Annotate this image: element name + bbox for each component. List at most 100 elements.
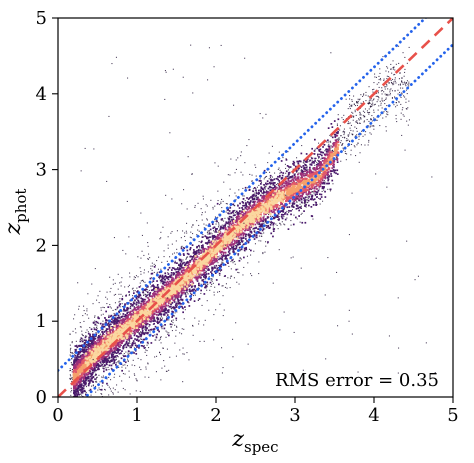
density-point: [153, 319, 155, 321]
density-point: [171, 330, 173, 332]
density-point: [118, 304, 121, 307]
density-point: [329, 140, 331, 142]
density-point: [118, 340, 121, 343]
density-point: [323, 153, 326, 156]
density-point: [401, 109, 403, 111]
density-point: [111, 318, 113, 320]
density-point: [205, 287, 207, 289]
density-point: [191, 258, 193, 261]
density-point: [331, 146, 334, 148]
density-point: [242, 233, 245, 235]
density-point: [347, 134, 349, 136]
density-point: [218, 222, 220, 224]
density-point: [221, 285, 223, 287]
density-point: [243, 249, 246, 252]
density-point: [134, 342, 136, 345]
density-point: [332, 149, 334, 151]
density-point: [116, 306, 119, 309]
density-point: [305, 173, 308, 175]
density-point: [328, 143, 330, 145]
density-point: [152, 317, 154, 320]
density-point: [150, 268, 152, 270]
density-point: [368, 141, 370, 143]
density-point: [262, 194, 264, 196]
density-point: [373, 125, 375, 127]
density-point: [119, 300, 121, 302]
density-point: [105, 296, 107, 298]
density-point: [363, 121, 365, 123]
density-point: [308, 161, 310, 163]
density-point: [300, 165, 302, 167]
density-point: [337, 140, 340, 144]
density-point: [235, 252, 237, 254]
density-point: [300, 152, 303, 155]
density-point: [167, 244, 169, 246]
density-point: [254, 223, 257, 226]
density-point: [347, 121, 349, 123]
density-point: [228, 224, 231, 226]
density-point: [264, 221, 266, 223]
density-point: [225, 222, 228, 224]
density-point: [317, 181, 319, 183]
density-point: [405, 85, 407, 87]
density-point: [314, 164, 316, 166]
density-point: [200, 292, 202, 294]
density-point: [216, 228, 218, 230]
density-point: [149, 331, 151, 333]
density-point: [272, 230, 275, 232]
density-point: [298, 169, 300, 171]
density-point: [121, 303, 123, 305]
density-point: [179, 299, 181, 301]
density-point: [217, 231, 219, 233]
density-point: [112, 392, 114, 394]
density-point: [128, 370, 130, 372]
density-point: [92, 333, 94, 336]
density-point: [401, 81, 403, 83]
density-point: [287, 172, 290, 174]
density-point: [149, 283, 151, 285]
density-point: [93, 336, 95, 338]
density-point: [90, 348, 92, 351]
density-point: [217, 200, 219, 202]
density-point: [269, 171, 271, 173]
density-point: [396, 99, 398, 101]
density-point: [327, 188, 329, 190]
density-point: [226, 254, 229, 256]
density-point: [406, 108, 408, 110]
density-point: [214, 231, 216, 233]
density-point: [360, 118, 362, 120]
density-point: [110, 367, 112, 369]
density-point: [118, 352, 121, 355]
density-point: [240, 213, 243, 216]
density-point: [168, 332, 170, 334]
density-point: [213, 255, 216, 259]
density-point: [358, 138, 360, 140]
density-point: [154, 334, 156, 336]
density-point: [214, 286, 216, 288]
density-point: [235, 224, 238, 227]
density-point: [351, 111, 353, 113]
density-point: [339, 125, 341, 127]
density-point: [201, 214, 203, 216]
density-point: [315, 181, 318, 184]
density-point: [404, 68, 406, 70]
density-point: [264, 228, 266, 230]
density-point: [78, 308, 80, 310]
density-point: [238, 272, 240, 274]
density-point: [154, 319, 156, 321]
density-point: [129, 345, 131, 347]
density-point: [174, 298, 176, 300]
density-point: [300, 171, 302, 173]
density-point: [154, 339, 156, 341]
density-point: [394, 69, 396, 71]
density-point: [121, 277, 123, 279]
density-point: [343, 114, 345, 116]
density-point: [258, 189, 260, 192]
density-point: [85, 391, 87, 393]
density-point: [281, 216, 283, 218]
density-point: [125, 367, 127, 369]
density-point: [154, 320, 156, 322]
density-point: [71, 378, 73, 380]
density-point: [343, 132, 345, 134]
density-point: [183, 254, 185, 256]
